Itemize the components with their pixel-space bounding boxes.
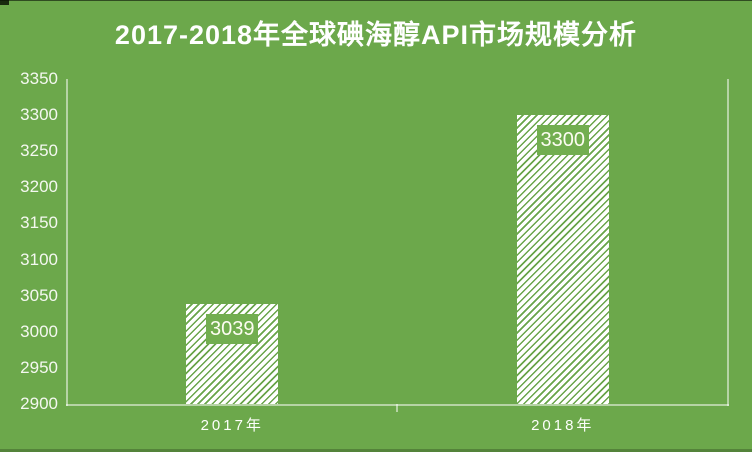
data-label-value: 3039 [210, 317, 255, 340]
y-tick-label: 2950 [20, 357, 58, 377]
y-tick-label: 3000 [20, 321, 58, 341]
chart-title: 2017-2018年全球碘海醇API市场规模分析 [114, 20, 638, 50]
data-label-value: 3300 [540, 129, 586, 152]
y-tick-label: 3200 [20, 177, 58, 197]
y-tick-label: 2900 [20, 394, 58, 413]
y-tick-label: 3300 [20, 105, 58, 125]
y-axis-line [66, 79, 68, 406]
plot-right-border [727, 79, 729, 406]
y-tick-label: 3100 [20, 249, 58, 269]
data-label-box: 3300 [536, 125, 589, 156]
y-tick-label: 3150 [20, 213, 58, 233]
top-edge-line [0, 0, 752, 1]
y-tick-label: 3350 [20, 69, 58, 88]
bar-2018年 [516, 115, 609, 404]
x-axis-tick [396, 404, 398, 412]
x-category-label: 2018年 [531, 417, 595, 434]
y-tick-label: 3250 [20, 141, 58, 161]
corner-mark [0, 0, 9, 5]
y-tick-label: 3050 [20, 285, 58, 305]
data-label-box: 3039 [206, 313, 259, 344]
bottom-strip [0, 449, 752, 452]
x-category-label: 2017年 [200, 417, 264, 434]
